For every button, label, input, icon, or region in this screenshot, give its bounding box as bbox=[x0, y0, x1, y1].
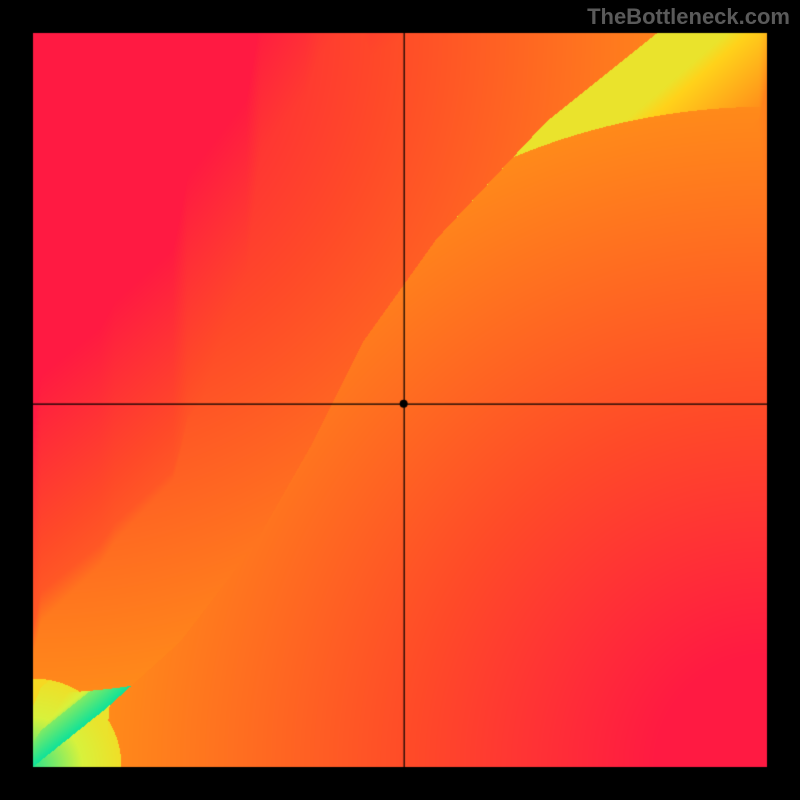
watermark-label: TheBottleneck.com bbox=[587, 4, 790, 30]
bottleneck-heatmap-canvas bbox=[0, 0, 800, 800]
chart-container: TheBottleneck.com bbox=[0, 0, 800, 800]
